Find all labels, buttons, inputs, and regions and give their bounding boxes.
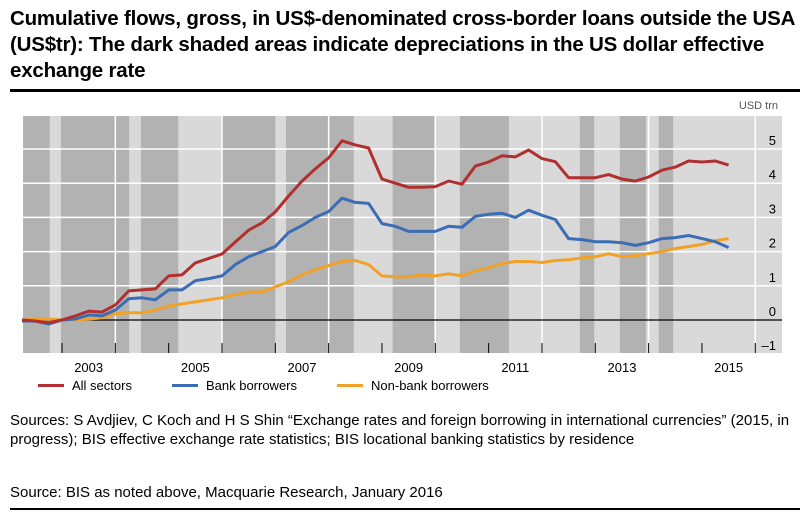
legend-label-non-bank-borrowers: Non-bank borrowers: [371, 378, 489, 393]
y-tick-labels: 5 4 3 2 1 0 –1: [762, 133, 776, 353]
y-tick-label: –1: [762, 338, 776, 353]
bottom-divider: [10, 508, 800, 510]
legend-swatch-non-bank-borrowers: [337, 384, 364, 387]
y-tick-label: 4: [769, 167, 776, 182]
y-tick-label: 2: [769, 236, 776, 251]
x-ticks: [61, 343, 756, 353]
depreciation-band: [392, 116, 435, 353]
y-tick-label: 5: [769, 133, 776, 148]
chart-title: Cumulative flows, gross, in US$-denomina…: [10, 7, 795, 82]
depreciation-band: [579, 116, 595, 353]
background-bands: [23, 116, 782, 353]
legend-swatch-bank-borrowers: [171, 384, 198, 387]
depreciation-band: [285, 116, 354, 353]
x-tick-label: 2015: [714, 360, 743, 375]
legend-label-bank-borrowers: Bank borrowers: [205, 378, 298, 393]
x-tick-label: 2003: [74, 360, 103, 375]
unit-label: USD trn: [738, 100, 778, 112]
legend-item-bank-borrowers: Bank borrowers: [171, 378, 298, 393]
x-tick-label: 2011: [501, 360, 529, 375]
legend-label-all-sectors: All sectors: [72, 378, 132, 393]
series-line-non-bank-borrowers: [21, 237, 729, 322]
depreciation-band: [619, 116, 646, 353]
legend-item-non-bank-borrowers: Non-bank borrowers: [337, 378, 489, 393]
depreciation-band: [23, 116, 50, 353]
x-tick-label: 2009: [394, 360, 423, 375]
depreciation-band: [221, 116, 276, 353]
legend-item-all-sectors: All sectors: [38, 378, 132, 393]
y-tick-label: 0: [769, 304, 776, 319]
y-tick-label: 1: [769, 270, 776, 285]
y-tick-label: 3: [769, 201, 776, 216]
x-tick-label: 2007: [288, 360, 317, 375]
series-lines: [21, 139, 730, 326]
legend-swatch-all-sectors: [38, 384, 64, 387]
source-line: Source: BIS as noted above, Macquarie Re…: [10, 484, 443, 501]
legend: All sectors Bank borrowers Non-bank borr…: [38, 378, 529, 393]
depreciation-band: [140, 116, 179, 353]
x-tick-labels: 2003 2005 2007 2009 2011 2013 2015: [74, 360, 743, 375]
x-tick-label: 2005: [181, 360, 210, 375]
x-tick-label: 2013: [608, 360, 637, 375]
depreciation-band: [459, 116, 509, 353]
gridlines: [23, 116, 782, 353]
line-chart: 5 4 3 2 1 0 –1 2003 2005 2007 2009 2011 2013 2015: [21, 116, 782, 375]
series-line-bank-borrowers: [22, 196, 730, 326]
title-divider: [10, 89, 800, 92]
series-line-all-sectors: [21, 139, 730, 325]
sources-note: Sources: S Avdjiev, C Koch and H S Shin …: [10, 412, 790, 448]
depreciation-band: [658, 116, 674, 353]
